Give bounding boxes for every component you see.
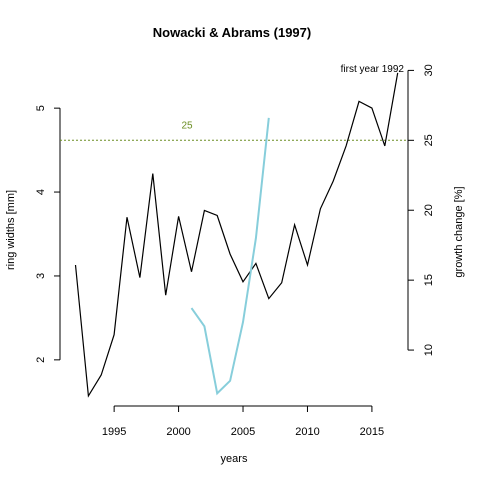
x-tick-label: 2005 xyxy=(231,426,255,438)
chart-title: Nowacki & Abrams (1997) xyxy=(153,25,311,40)
x-axis-label: years xyxy=(221,453,248,465)
right-axis: 10 15 20 25 30 xyxy=(407,64,435,356)
y-left-tick-label: 3 xyxy=(35,273,47,279)
y-right-tick-label: 20 xyxy=(423,204,435,216)
y-right-tick-label: 15 xyxy=(423,274,435,286)
x-tick-label: 2000 xyxy=(166,426,190,438)
growth-change-series-line xyxy=(190,117,270,396)
y-left-tick-label: 2 xyxy=(35,357,47,363)
y-right-tick-label: 30 xyxy=(423,64,435,76)
x-tick-label: 2015 xyxy=(360,426,384,438)
left-axis: 2 3 4 5 xyxy=(35,105,61,363)
y-right-axis-label: growth change [%] xyxy=(453,186,465,277)
ring-width-series-line xyxy=(74,72,399,398)
x-axis: 1995 2000 2005 2010 2015 xyxy=(102,405,384,438)
y-left-tick-label: 4 xyxy=(35,189,47,195)
x-tick-label: 2010 xyxy=(295,426,319,438)
x-tick-label: 1995 xyxy=(102,426,126,438)
y-left-tick-label: 5 xyxy=(35,105,47,111)
y-right-tick-label: 25 xyxy=(423,134,435,146)
y-left-axis-label: ring widths [mm] xyxy=(5,190,17,270)
annotation-first-year: first year 1992 xyxy=(341,64,405,75)
threshold-label: 25 xyxy=(181,120,193,131)
y-right-tick-label: 10 xyxy=(423,344,435,356)
